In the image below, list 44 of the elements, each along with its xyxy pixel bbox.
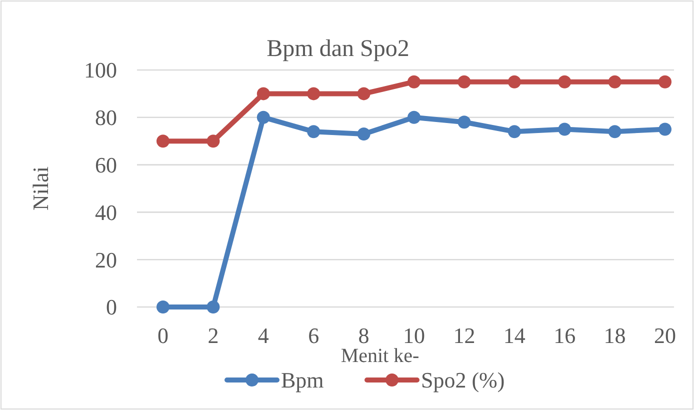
y-tick-label: 0 [106, 294, 117, 320]
x-tick-label: 2 [208, 323, 219, 348]
point [307, 87, 320, 100]
y-tick-label: 60 [95, 152, 117, 178]
x-tick-label: 10 [403, 323, 425, 348]
point [458, 116, 471, 129]
chart-title: Bpm dan Spo2 [266, 36, 410, 62]
legend-label: Spo2 (%) [421, 368, 505, 393]
point [256, 87, 270, 100]
point [256, 110, 270, 124]
x-tick-label: 14 [503, 323, 526, 348]
y-tick-label: 80 [95, 105, 117, 130]
point [508, 125, 521, 138]
point [307, 125, 320, 138]
y-tick-label: 100 [84, 58, 117, 83]
point [156, 300, 170, 314]
point [658, 75, 672, 88]
point [357, 127, 370, 140]
y-tick-label: 40 [95, 200, 117, 225]
point [608, 75, 622, 88]
point [206, 300, 220, 314]
x-axis-title: Menit ke- [340, 345, 420, 367]
point [408, 75, 420, 88]
x-tick-label: 8 [358, 323, 370, 348]
point [658, 122, 672, 136]
point [357, 87, 370, 100]
legend-label: Bpm [281, 368, 324, 393]
x-tick-label: 20 [654, 323, 676, 348]
point [608, 125, 622, 138]
x-tick-label: 18 [604, 323, 626, 348]
x-tick-label: 0 [158, 323, 168, 348]
y-axis-title: Nilai [28, 166, 53, 210]
point [156, 134, 170, 148]
point [458, 75, 471, 88]
x-tick-label: 4 [258, 323, 269, 348]
point [206, 134, 220, 148]
point [558, 75, 572, 88]
y-tick-label: 20 [95, 247, 117, 272]
point [508, 75, 521, 88]
point [408, 110, 420, 124]
x-tick-label: 12 [453, 323, 476, 348]
x-tick-label: 6 [308, 323, 320, 348]
x-tick-label: 16 [554, 323, 576, 348]
point [558, 122, 572, 136]
